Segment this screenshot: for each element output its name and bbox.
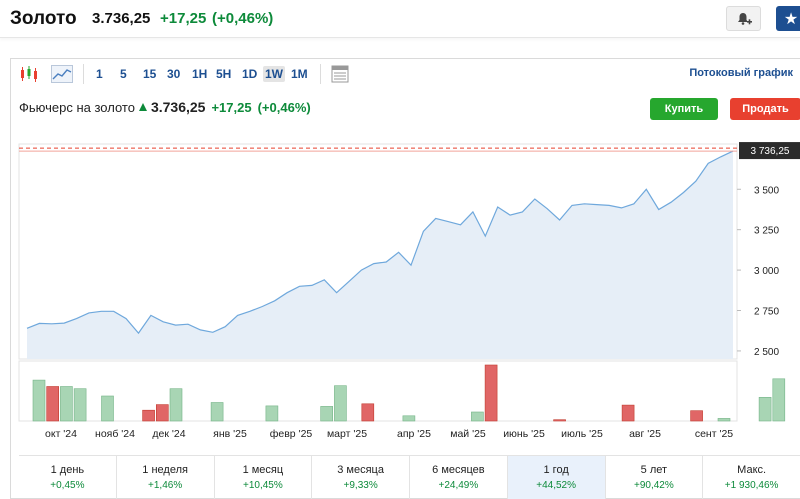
volume-bar [758, 396, 772, 422]
instrument-name: Фьючерс на золото [19, 100, 135, 115]
volume-bar [32, 379, 46, 422]
quote-header: Золото 3.736,25 +17,25 (+0,46%) ★ [0, 0, 800, 38]
timeframe-5[interactable]: 5 [120, 67, 127, 81]
x-axis-label: май '25 [450, 428, 486, 440]
header-price: 3.736,25 [92, 10, 151, 27]
x-axis-label: июнь '25 [503, 428, 545, 440]
volume-bar [60, 386, 73, 422]
y-axis-label: 3 500 [754, 185, 779, 196]
y-axis-label: 3 250 [754, 226, 779, 237]
sell-button[interactable]: Продать [730, 98, 800, 120]
volume-bar [169, 388, 183, 422]
instrument-change-pct: (+0,46%) [257, 100, 311, 115]
table-view-icon[interactable] [331, 65, 349, 83]
volume-bar [210, 402, 224, 422]
chart-widget: 1 5 15 30 1H 5H 1D 1W 1M Потоковый графи… [10, 58, 800, 499]
add-alert-button[interactable] [726, 6, 761, 31]
x-axis-label: дек '24 [152, 428, 185, 440]
last-price-badge [739, 142, 800, 160]
timeframe-15[interactable]: 15 [143, 67, 157, 81]
timeframe-1m[interactable]: 1M [291, 67, 308, 81]
y-axis-label: 2 500 [754, 347, 779, 358]
volume-bar [156, 404, 169, 422]
y-axis-label: 2 750 [754, 307, 779, 318]
period-5-years[interactable]: 5 лет +90,42% [606, 456, 704, 499]
volume-bar [772, 378, 786, 422]
timeframe-1[interactable]: 1 [96, 67, 103, 81]
toolbar-divider [320, 64, 321, 84]
x-axis-label: нояб '24 [95, 428, 135, 440]
candlestick-icon[interactable] [19, 65, 39, 83]
volume-bar [265, 405, 279, 422]
last-price-label: 3 736,25 [751, 146, 790, 157]
volume-bar [361, 403, 375, 422]
volume-bar [621, 404, 635, 422]
performance-periods: 1 день +0,45% 1 неделя +1,46% 1 месяц +10,4… [19, 455, 800, 499]
x-axis-label: июль '25 [561, 428, 603, 440]
x-axis-label: февр '25 [270, 428, 313, 440]
period-1-week[interactable]: 1 неделя +1,46% [117, 456, 215, 499]
page-title: Золото [10, 8, 77, 29]
volume-bar [484, 364, 498, 422]
x-axis-label: окт '24 [45, 428, 77, 440]
volume-bar [717, 418, 731, 422]
period-1-month[interactable]: 1 месяц +10,45% [215, 456, 313, 499]
price-line [26, 150, 734, 335]
volume-bar [690, 410, 703, 422]
timeframe-1w[interactable]: 1W [263, 66, 285, 82]
period-max[interactable]: Макс. +1 930,46% [703, 456, 800, 499]
header-change: +17,25 [160, 10, 207, 27]
price-area [27, 151, 733, 359]
add-to-watchlist-button[interactable]: ★ [776, 6, 800, 31]
star-icon: ★ [783, 10, 799, 28]
volume-bar [402, 415, 416, 422]
period-1-day[interactable]: 1 день +0,45% [19, 456, 117, 499]
period-6-months[interactable]: 6 месяцев +24,49% [410, 456, 508, 499]
volume-bar [101, 395, 114, 422]
volume-bar [142, 409, 155, 422]
x-axis-label: март '25 [327, 428, 367, 440]
instrument-price: 3.736,25 [150, 99, 206, 115]
volume-bar [553, 419, 566, 422]
period-3-months[interactable]: 3 месяца +9,33% [312, 456, 410, 499]
volume-bar [471, 411, 484, 422]
bell-plus-icon [737, 12, 752, 25]
toolbar-divider [83, 64, 84, 84]
buy-button[interactable]: Купить [650, 98, 718, 120]
timeframe-1d[interactable]: 1D [242, 67, 258, 81]
timeframe-5h[interactable]: 5H [216, 67, 232, 81]
instrument-change: +17,25 [211, 100, 252, 115]
period-1-year[interactable]: 1 год +44,52% [507, 456, 606, 499]
volume-bar [73, 388, 87, 422]
volume-bar [46, 386, 60, 422]
x-axis-label: янв '25 [213, 428, 247, 440]
timeframe-1h[interactable]: 1H [192, 67, 208, 81]
x-axis-label: сент '25 [695, 428, 733, 440]
instrument-summary: Фьючерс на золото 3.736,25 +17,25 (+0,46%) [19, 99, 311, 115]
chart-toolbar: 1 5 15 30 1H 5H 1D 1W 1M Потоковый графи… [11, 59, 800, 89]
timeframe-30[interactable]: 30 [167, 67, 181, 81]
volume-frame [18, 360, 738, 422]
header-change-pct: (+0,46%) [212, 10, 274, 27]
streaming-chart-link[interactable]: Потоковый график [689, 67, 793, 79]
area-chart-icon[interactable] [51, 65, 73, 83]
volume-bar [334, 385, 347, 422]
volume-bar [320, 406, 334, 422]
x-axis-label: авг '25 [629, 428, 661, 440]
arrow-up-icon [138, 103, 147, 111]
x-axis-label: апр '25 [397, 428, 431, 440]
y-axis-label: 3 000 [754, 266, 779, 277]
